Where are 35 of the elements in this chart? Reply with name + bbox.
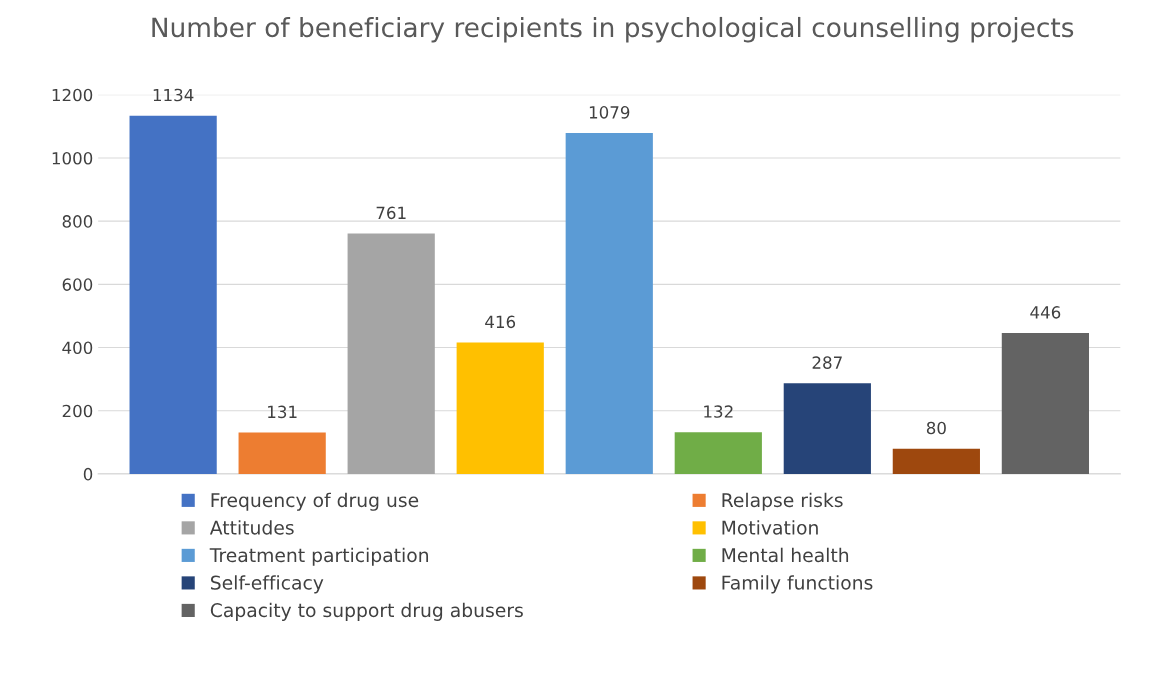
legend-label: Capacity to support drug abusers <box>210 602 523 621</box>
legend-label: Frequency of drug use <box>211 492 419 511</box>
data-label: 446 <box>1030 306 1061 319</box>
y-tick-label: 1000 <box>52 151 93 165</box>
legend-label: Treatment participation <box>209 547 428 566</box>
bar <box>674 432 762 474</box>
legend-label: Mental health <box>722 547 849 563</box>
data-label: 761 <box>376 206 406 220</box>
bar <box>783 383 871 474</box>
legend-label: Attitudes <box>209 520 294 535</box>
chart-title: Number of beneficiary recipients in psychological counselling projects <box>152 16 1074 43</box>
bar <box>565 133 653 474</box>
y-tick-label: 200 <box>62 404 93 418</box>
legend-label: Family functions <box>722 575 873 594</box>
bar <box>347 233 435 474</box>
data-label: 131 <box>268 405 297 419</box>
y-tick-label: 1200 <box>52 88 93 102</box>
data-label: 287 <box>812 356 842 369</box>
y-tick-label: 0 <box>83 467 93 481</box>
bar <box>238 432 326 474</box>
data-label: 80 <box>926 421 946 435</box>
data-label: 1079 <box>589 106 630 119</box>
data-label: 1134 <box>153 88 194 102</box>
legend-label: Relapse risks <box>722 492 843 511</box>
legend-label: Motivation <box>722 520 818 535</box>
legend-label: Self-efficacy <box>211 575 324 594</box>
bar <box>1001 332 1089 474</box>
bar <box>892 448 980 474</box>
bar <box>456 342 544 474</box>
y-tick-label: 400 <box>62 341 93 355</box>
data-label: 416 <box>485 315 516 329</box>
bar <box>129 115 217 474</box>
data-label: 132 <box>704 405 733 418</box>
y-tick-label: 600 <box>62 278 93 291</box>
y-tick-label: 800 <box>62 215 93 228</box>
